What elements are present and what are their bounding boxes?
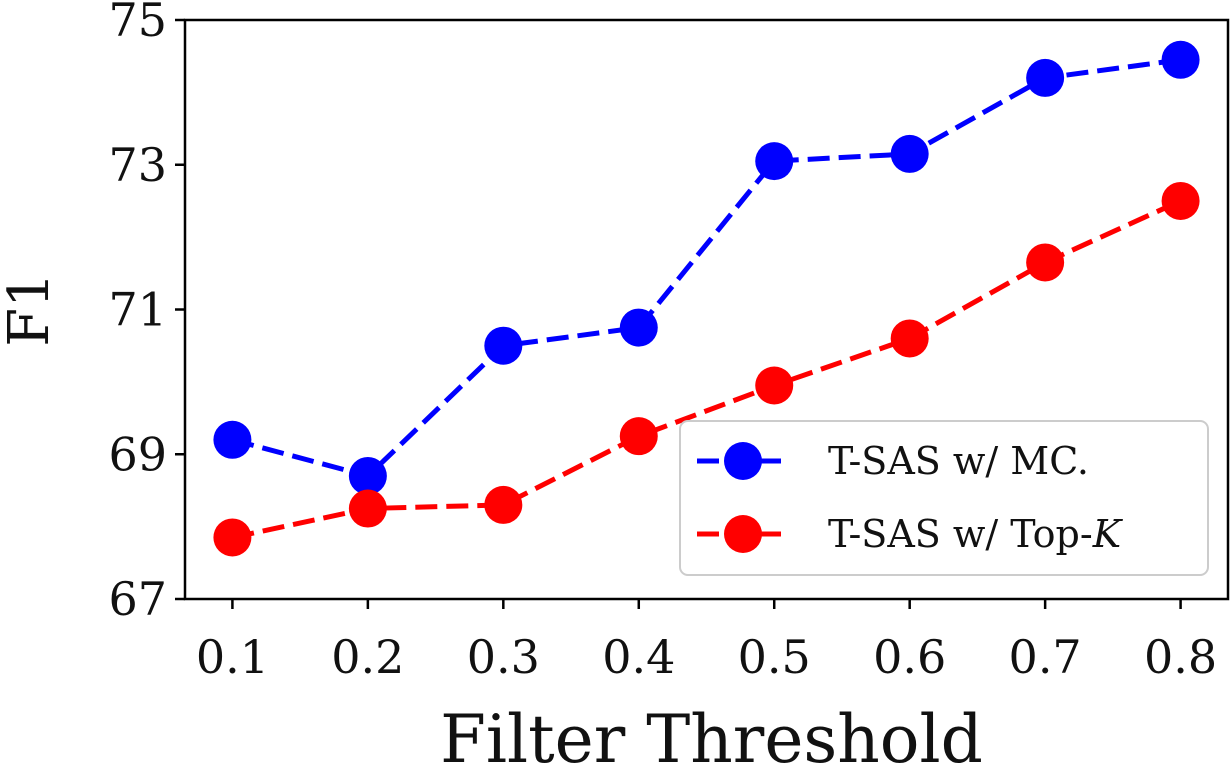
data-point <box>484 485 523 524</box>
y-axis: 67 69 71 73 75 <box>108 0 185 626</box>
data-point <box>1026 58 1065 97</box>
y-tick-label: 71 <box>108 283 167 337</box>
data-point <box>1161 40 1200 79</box>
data-point <box>213 420 252 459</box>
y-tick-label: 67 <box>108 572 167 626</box>
legend-label-text: T-SAS w/ MC. <box>828 439 1089 483</box>
x-axis: 0.1 0.2 0.3 0.4 0.5 0.6 0.7 0.8 <box>196 599 1217 684</box>
data-point <box>348 456 387 495</box>
y-tick-label: 75 <box>108 0 167 47</box>
legend-swatch-marker <box>724 515 762 553</box>
x-tick-label: 0.5 <box>738 630 811 684</box>
x-axis-title: Filter Threshold <box>440 701 983 778</box>
data-point <box>1026 243 1065 282</box>
y-tick-label: 73 <box>108 138 167 192</box>
series-2 <box>213 181 1200 557</box>
data-point <box>213 518 252 557</box>
series-line <box>231 57 1181 479</box>
y-tick-label: 69 <box>108 427 167 481</box>
data-point <box>890 319 929 358</box>
x-tick-label: 0.3 <box>467 630 540 684</box>
legend-label-italic: K <box>1092 512 1124 556</box>
x-tick-label: 0.2 <box>331 630 404 684</box>
data-point <box>619 308 658 347</box>
data-point <box>348 489 387 528</box>
data-point <box>619 417 658 456</box>
series-line <box>231 198 1182 540</box>
y-axis-title: F1 <box>0 272 62 346</box>
legend-box <box>679 420 1209 576</box>
data-point <box>484 326 523 365</box>
x-tick-label: 0.7 <box>1009 630 1082 684</box>
x-tick-label: 0.4 <box>602 630 675 684</box>
legend-label-text: T-SAS w/ Top- <box>828 512 1093 556</box>
legend-label: T-SAS w/ MC. <box>828 439 1089 483</box>
legend: T-SAS w/ MC. T-SAS w/ Top-K <box>679 420 1209 576</box>
legend-swatch-marker <box>724 442 762 480</box>
series-layer <box>213 40 1200 557</box>
x-tick-label: 0.8 <box>1144 630 1217 684</box>
data-point <box>755 366 794 405</box>
series-1 <box>213 40 1200 495</box>
x-tick-label: 0.1 <box>196 630 269 684</box>
legend-label: T-SAS w/ Top-K <box>828 512 1124 556</box>
data-point <box>890 134 929 173</box>
data-point <box>1161 181 1200 220</box>
data-point <box>755 142 794 181</box>
x-tick-label: 0.6 <box>873 630 946 684</box>
